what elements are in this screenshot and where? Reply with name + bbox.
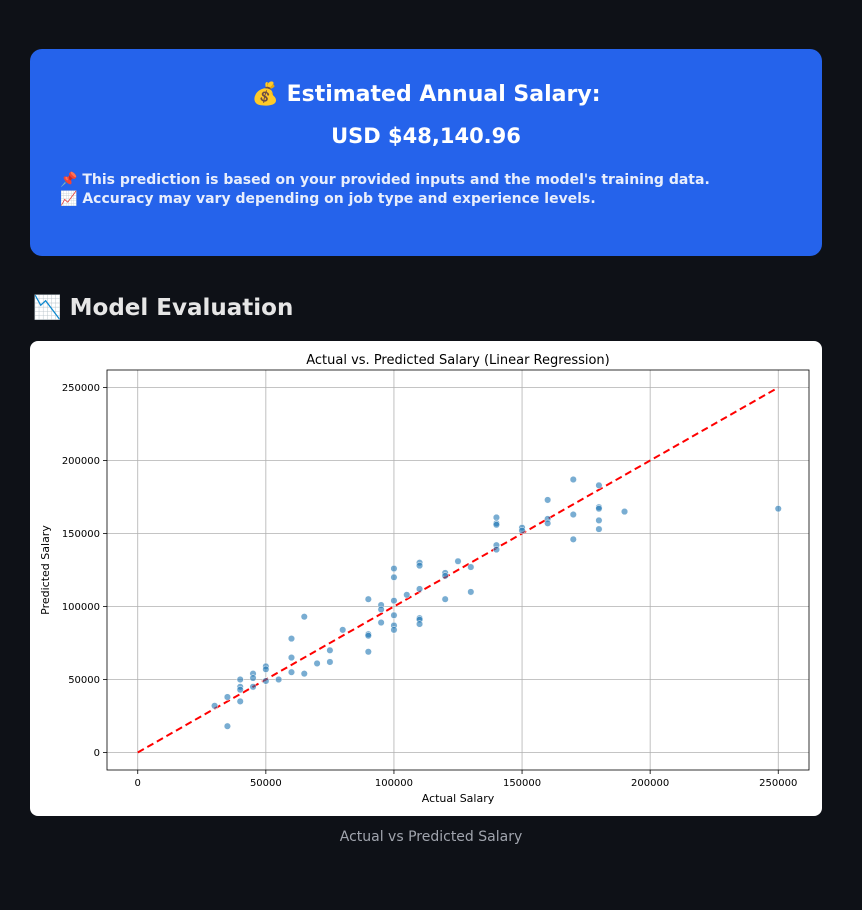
y-tick-label-0: 0: [94, 748, 100, 759]
data-point-59: [569, 475, 577, 484]
data-point-35: [390, 626, 398, 634]
data-point-58: [544, 519, 552, 527]
data-point-67: [620, 508, 629, 516]
data-point-20: [326, 646, 334, 654]
data-point-44: [441, 572, 449, 580]
reference-line-layer: [137, 386, 779, 754]
y-tick-label-5: 250000: [62, 383, 100, 394]
data-point-2: [223, 722, 231, 730]
y-tick-label-3: 150000: [62, 529, 100, 540]
grid-lines: [107, 370, 809, 770]
scatter-points: [211, 475, 782, 730]
data-point-19: [313, 659, 321, 667]
data-point-5: [236, 686, 244, 694]
data-point-47: [467, 563, 475, 571]
data-point-9: [249, 683, 257, 691]
model-evaluation-heading: 📉 Model Evaluation: [33, 294, 293, 321]
model-evaluation-title: Model Evaluation: [69, 295, 294, 321]
data-point-42: [416, 620, 424, 628]
prediction-note-accuracy-text: Accuracy may vary depending on job type …: [82, 191, 596, 207]
data-point-16: [287, 668, 296, 676]
data-point-45: [441, 595, 449, 603]
data-point-31: [390, 573, 398, 581]
prediction-note-accuracy: 📈 Accuracy may vary depending on job typ…: [60, 191, 596, 207]
data-point-25: [364, 632, 372, 640]
data-point-12: [262, 677, 270, 685]
prediction-note-inputs-text: This prediction is based on your provide…: [82, 172, 710, 188]
data-point-30: [390, 564, 398, 573]
data-point-26: [364, 648, 372, 656]
data-point-22: [339, 626, 347, 634]
data-point-38: [416, 562, 424, 570]
data-point-61: [569, 535, 577, 543]
data-point-23: [364, 595, 372, 603]
data-point-39: [416, 585, 424, 593]
chart-title: Actual vs. Predicted Salary (Linear Regr…: [306, 353, 610, 368]
y-tick-label-2: 100000: [62, 602, 100, 613]
reference-line: [137, 386, 779, 754]
data-point-56: [544, 496, 552, 504]
prediction-title-text: Estimated Annual Salary:: [286, 82, 601, 107]
x-tick-label-0: 0: [135, 778, 141, 789]
data-point-65: [595, 516, 603, 524]
data-point-48: [467, 588, 475, 596]
scatter-chart: Actual vs. Predicted Salary (Linear Regr…: [39, 353, 810, 805]
data-point-17: [300, 613, 308, 621]
y-tick-label-1: 50000: [68, 675, 100, 686]
chart-increasing-icon: 📈: [60, 191, 78, 207]
data-point-8: [249, 674, 257, 682]
data-point-15: [287, 654, 296, 662]
x-tick-label-5: 250000: [759, 778, 797, 789]
data-point-11: [262, 665, 270, 673]
data-point-29: [377, 619, 385, 627]
data-point-14: [287, 635, 296, 643]
x-tick-label-4: 200000: [631, 778, 669, 789]
data-point-51: [492, 521, 500, 529]
data-point-53: [492, 546, 500, 554]
data-point-60: [569, 510, 577, 519]
data-point-21: [326, 658, 334, 666]
data-point-64: [595, 505, 603, 513]
data-point-6: [236, 697, 244, 705]
data-point-18: [300, 670, 308, 678]
predicted-salary-value: USD $48,140.96: [331, 124, 521, 148]
data-point-68: [774, 505, 782, 513]
x-tick-label-2: 100000: [375, 778, 413, 789]
data-point-13: [275, 675, 283, 684]
data-point-3: [236, 675, 244, 684]
prediction-card: 💰 Estimated Annual Salary: USD $48,140.9…: [30, 49, 822, 256]
chart-decreasing-icon: 📉: [33, 295, 62, 321]
chart-caption: Actual vs Predicted Salary: [339, 829, 523, 845]
data-point-32: [390, 597, 398, 605]
x-axis-label: Actual Salary: [422, 792, 495, 805]
money-bag-icon: 💰: [251, 82, 279, 107]
data-point-0: [211, 702, 219, 710]
x-tick-label-3: 150000: [503, 778, 541, 789]
y-axis-label: Predicted Salary: [39, 525, 52, 615]
pushpin-icon: 📌: [60, 172, 78, 188]
x-tick-label-1: 50000: [250, 778, 282, 789]
prediction-note-inputs: 📌 This prediction is based on your provi…: [60, 172, 710, 188]
data-point-1: [223, 693, 231, 701]
data-point-36: [403, 591, 411, 599]
axis-ticks: 0 50000 100000 150000 200000 250000 0 50000 1000…: [62, 383, 798, 789]
data-point-46: [454, 557, 462, 565]
chart-card: Actual vs. Predicted Salary (Linear Regr…: [30, 341, 822, 816]
plot-frame: [106, 369, 810, 771]
data-point-28: [377, 605, 385, 613]
y-tick-label-4: 200000: [62, 456, 100, 467]
data-point-33: [390, 611, 398, 619]
prediction-title: 💰 Estimated Annual Salary:: [30, 82, 822, 107]
data-point-55: [518, 527, 526, 535]
data-point-66: [595, 525, 603, 533]
data-point-62: [595, 481, 603, 489]
